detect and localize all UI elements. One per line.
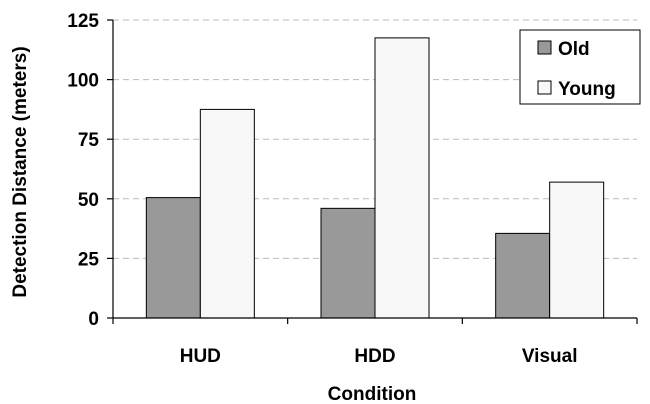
- bar-old-hud: [145, 197, 201, 319]
- x-tick-label: Visual: [522, 346, 578, 367]
- bar-old-visual: [495, 232, 551, 319]
- y-tick-label: 75: [78, 130, 100, 151]
- legend-swatch-young: [537, 80, 552, 95]
- bar-young-visual: [549, 181, 605, 319]
- legend: Old Young: [519, 29, 641, 105]
- bar-old-hdd: [320, 207, 376, 319]
- bars: [145, 37, 605, 319]
- y-axis-title: Detection Distance (meters): [10, 46, 31, 297]
- y-tick-labels: 0 25 50 75 100 125: [67, 11, 99, 330]
- bar-young-hud: [199, 108, 255, 319]
- x-axis-title: Condition: [328, 384, 417, 404]
- legend-label-young: Young: [558, 79, 616, 100]
- y-tick-label: 125: [67, 11, 99, 32]
- x-tick-labels: HUD HDD Visual: [180, 346, 578, 367]
- bar-young-hdd: [374, 37, 430, 319]
- y-tick-label: 50: [78, 190, 99, 211]
- y-tick-label: 25: [78, 249, 100, 270]
- y-tick-label: 0: [88, 309, 99, 330]
- legend-label-old: Old: [558, 39, 590, 60]
- legend-swatch-old: [537, 40, 552, 55]
- x-tick-label: HDD: [354, 346, 395, 367]
- axis-ticks: [107, 19, 638, 324]
- x-tick-label: HUD: [180, 346, 221, 367]
- y-tick-label: 100: [67, 71, 99, 92]
